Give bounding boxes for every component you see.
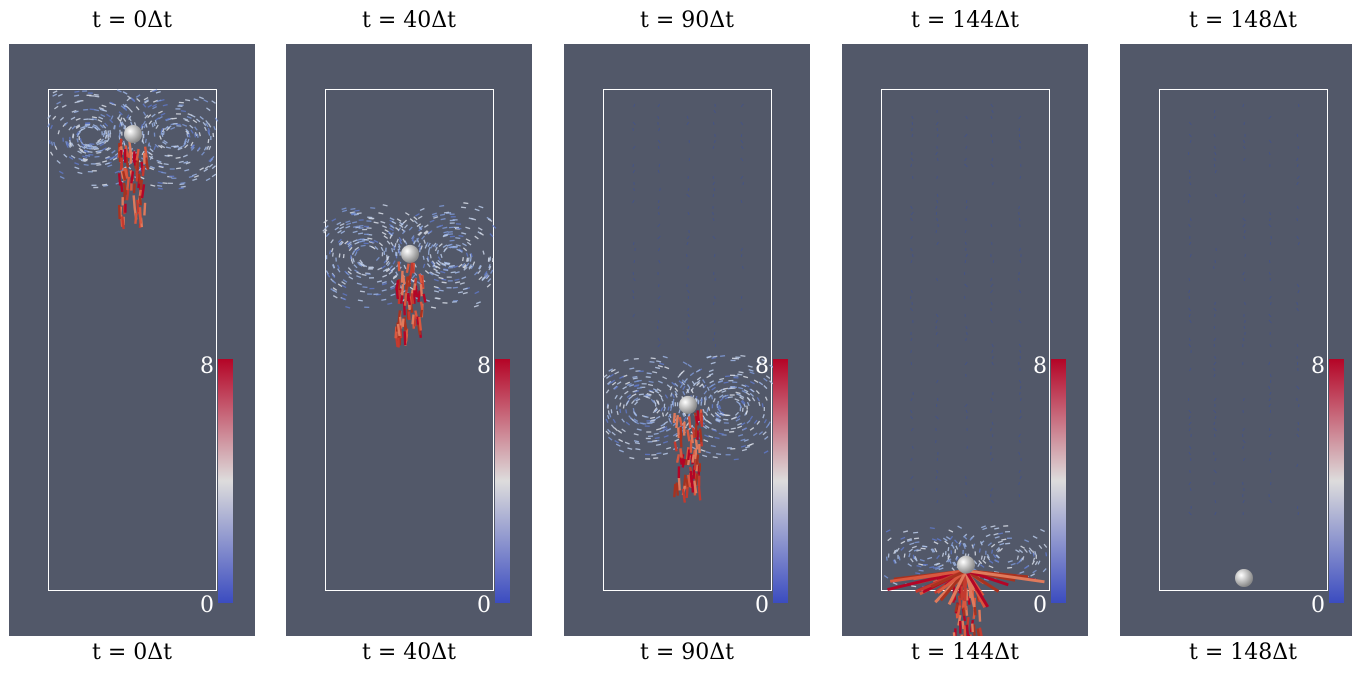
time-caption-bottom: t = 144Δt [911,640,1019,665]
time-caption-bottom: t = 90Δt [640,640,734,665]
falling-sphere [957,555,975,574]
scene-svg: 80 [9,44,255,636]
domain-outline [48,89,217,591]
scene-background [564,44,810,636]
falling-sphere [401,244,419,263]
domain-outline [325,89,494,591]
wake-trail [910,103,1022,504]
colorbar-max-label: 8 [477,354,491,379]
falling-sphere [1235,569,1253,587]
scene-svg: 80 [286,44,532,636]
time-caption-bottom: t = 148Δt [1189,640,1297,665]
colorbar-max-label: 8 [755,354,769,379]
time-caption-top: t = 0Δt [92,8,172,33]
time-caption-top: t = 148Δt [1189,8,1297,33]
time-caption-bottom: t = 0Δt [92,640,172,665]
velocity-field [322,202,497,309]
colorbar [218,359,233,603]
scene-svg: 80 [1120,44,1352,636]
wake-jet [672,409,704,503]
colorbar [1051,359,1066,603]
colorbar-max-label: 8 [1311,354,1325,379]
colorbar-min-label: 0 [1311,593,1325,618]
time-caption-top: t = 40Δt [362,8,456,33]
scene-svg: 80 [842,44,1088,636]
colorbar-min-label: 0 [1033,593,1047,618]
colorbar-min-label: 0 [755,593,769,618]
time-caption-bottom: t = 40Δt [362,640,456,665]
colorbar-max-label: 8 [1033,354,1047,379]
velocity-field [47,89,219,190]
wake-jet [117,138,150,230]
scene-background [1120,44,1352,636]
colorbar [773,359,788,603]
velocity-field [603,354,774,461]
falling-sphere [679,395,697,414]
scene-background [286,44,532,636]
wake-trail [632,103,744,348]
wake-jet [394,259,427,348]
falling-sphere [124,125,142,143]
time-caption-top: t = 144Δt [911,8,1019,33]
colorbar-max-label: 8 [200,354,214,379]
wake-trail [1188,103,1300,516]
colorbar [495,359,510,603]
time-caption-top: t = 90Δt [640,8,734,33]
wake-jet [887,569,1045,636]
domain-outline [1159,89,1328,591]
scene-svg: 80 [564,44,810,636]
colorbar-min-label: 0 [477,593,491,618]
domain-outline [603,89,772,591]
colorbar [1329,359,1344,603]
colorbar-min-label: 0 [200,593,214,618]
